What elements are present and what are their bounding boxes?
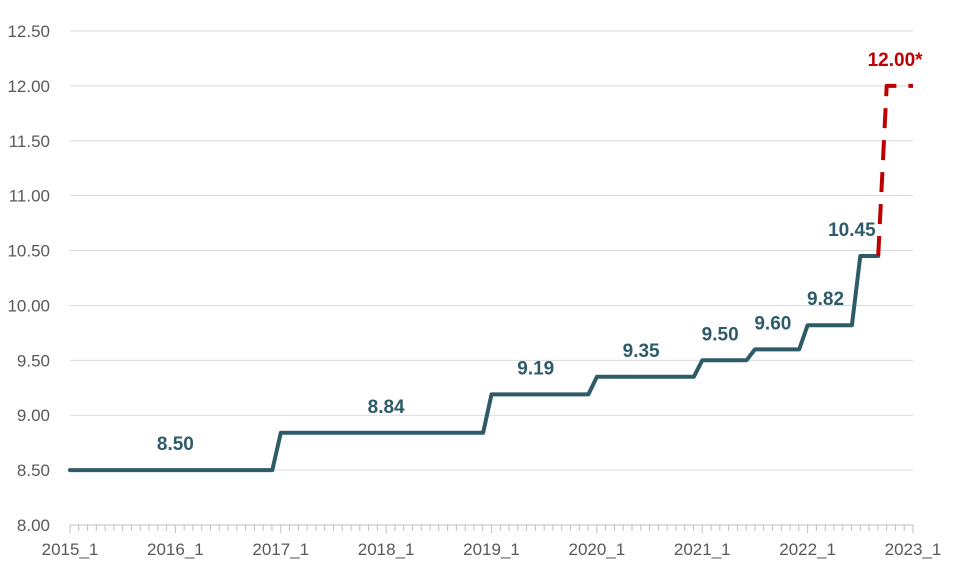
x-tick-label: 2017_1 (252, 540, 309, 559)
x-tick-label: 2021_1 (674, 540, 731, 559)
y-tick-label: 12.50 (7, 22, 50, 41)
y-tick-label: 11.00 (9, 187, 50, 206)
data-label: 8.84 (368, 397, 405, 418)
data-label: 8.50 (157, 434, 194, 455)
data-label: 9.19 (517, 358, 554, 379)
x-tick-label: 2020_1 (569, 540, 626, 559)
historical-step-line (68, 254, 881, 473)
data-label: 10.45 (828, 220, 876, 241)
y-tick-label: 11.50 (9, 132, 50, 151)
y-tick-label: 12.00 (7, 77, 50, 96)
projected-step-line (876, 83, 913, 257)
data-label: 12.00* (868, 50, 924, 71)
data-label: 9.35 (623, 341, 660, 362)
x-tick-label: 2022_1 (779, 540, 836, 559)
y-tick-label: 8.50 (17, 461, 50, 480)
series (68, 83, 913, 473)
x-tick-label: 2015_1 (42, 540, 99, 559)
y-tick-label: 10.00 (7, 296, 50, 315)
axes: 8.00 8.50 9.00 9.50 10.00 10.50 11.00 11.50 12.0… (7, 22, 941, 559)
y-tick-label: 9.50 (17, 351, 50, 370)
gridlines (70, 30, 913, 471)
x-tick-label: 2023_1 (885, 540, 942, 559)
y-tick-label: 10.50 (7, 242, 50, 261)
x-tick-label: 2019_1 (463, 540, 520, 559)
data-label: 9.50 (702, 324, 739, 345)
y-tick-label: 8.00 (17, 516, 50, 535)
data-label: 9.60 (754, 313, 791, 334)
x-tick-label: 2018_1 (358, 540, 415, 559)
y-tick-label: 9.00 (17, 406, 50, 425)
data-labels: 8.50 8.84 9.19 9.35 9.50 9.60 9.82 10.45 12.00* (157, 50, 923, 455)
x-tick-label: 2016_1 (147, 540, 204, 559)
data-label: 9.82 (807, 289, 844, 310)
